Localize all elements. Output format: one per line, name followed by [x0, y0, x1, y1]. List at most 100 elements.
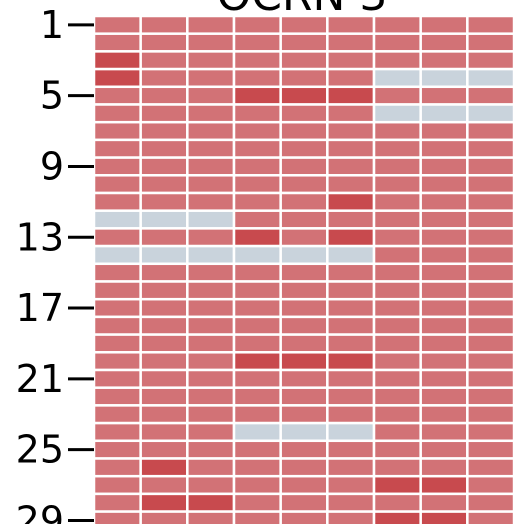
heatmap-cell	[186, 227, 236, 248]
heatmap-cell	[186, 368, 236, 389]
heatmap-cell	[419, 457, 469, 478]
heatmap-cell	[92, 120, 142, 142]
heatmap-cell	[419, 120, 469, 142]
heatmap-cell	[232, 421, 282, 443]
heatmap-cell	[279, 209, 329, 230]
heatmap-cell	[419, 174, 469, 195]
heatmap-cell	[279, 492, 329, 513]
heatmap-cell	[139, 227, 189, 248]
heatmap-cell	[326, 386, 376, 407]
heatmap-cell	[92, 85, 142, 106]
heatmap-cell	[466, 32, 516, 53]
heatmap-cell	[279, 297, 329, 319]
heatmap-cell	[92, 67, 142, 89]
heatmap-cell	[232, 14, 282, 35]
heatmap-cell	[372, 315, 422, 336]
heatmap-cell	[279, 280, 329, 301]
heatmap-cell	[279, 368, 329, 389]
heatmap-cell	[92, 386, 142, 407]
heatmap-cell	[232, 50, 282, 71]
heatmap-cell	[186, 191, 236, 212]
heatmap-cell	[139, 262, 189, 283]
heatmap-cell	[466, 50, 516, 71]
y-tick-label: 21	[16, 357, 64, 401]
heatmap-cell	[279, 315, 329, 336]
heatmap-cell	[372, 244, 422, 266]
heatmap-cell	[232, 404, 282, 425]
heatmap-cell	[419, 262, 469, 283]
heatmap-cell	[419, 138, 469, 159]
heatmap-cell	[419, 32, 469, 53]
heatmap-cell	[279, 32, 329, 53]
heatmap-cell	[139, 156, 189, 177]
heatmap-cell	[326, 103, 376, 124]
heatmap-cell	[372, 457, 422, 478]
heatmap-cell	[279, 457, 329, 478]
heatmap-cell	[139, 510, 189, 524]
heatmap-cell	[419, 386, 469, 407]
heatmap-cell	[92, 32, 142, 53]
heatmap-cell	[419, 156, 469, 177]
heatmap-cell	[92, 174, 142, 195]
heatmap-cell	[372, 85, 422, 106]
heatmap-cell	[139, 386, 189, 407]
y-tick-label: 17	[16, 286, 64, 330]
heatmap-cell	[139, 32, 189, 53]
heatmap-cell	[279, 103, 329, 124]
heatmap-cell	[372, 120, 422, 142]
heatmap-cell	[92, 262, 142, 283]
heatmap-cell	[372, 227, 422, 248]
heatmap-cell	[279, 120, 329, 142]
heatmap-cell	[326, 120, 376, 142]
heatmap-cell	[186, 351, 236, 372]
heatmap-cell	[326, 262, 376, 283]
heatmap-cell	[326, 280, 376, 301]
heatmap-cell	[279, 67, 329, 89]
heatmap-cell	[279, 333, 329, 354]
heatmap-cell	[326, 227, 376, 248]
heatmap-cell	[419, 209, 469, 230]
heatmap-cell	[186, 386, 236, 407]
y-tick-label: 13	[16, 215, 64, 259]
heatmap-cell	[139, 244, 189, 266]
heatmap-cell	[186, 120, 236, 142]
heatmap-cell	[232, 262, 282, 283]
heatmap-cell	[279, 191, 329, 212]
heatmap-cell	[232, 191, 282, 212]
heatmap-cell	[326, 156, 376, 177]
heatmap-cell	[419, 227, 469, 248]
heatmap-cell	[139, 404, 189, 425]
heatmap-cell	[139, 120, 189, 142]
heatmap-cell	[279, 85, 329, 106]
heatmap-cell	[372, 297, 422, 319]
heatmap-cell	[186, 421, 236, 443]
heatmap-cell	[186, 297, 236, 319]
heatmap-cell	[232, 280, 282, 301]
heatmap-cell	[186, 50, 236, 71]
heatmap-cell	[232, 174, 282, 195]
heatmap-cell	[466, 67, 516, 89]
heatmap-cell	[92, 209, 142, 230]
heatmap-cell	[326, 50, 376, 71]
heatmap-cell	[92, 404, 142, 425]
heatmap-cell	[419, 474, 469, 496]
heatmap-cell	[326, 67, 376, 89]
heatmap-cell	[92, 333, 142, 354]
heatmap-cell	[372, 439, 422, 460]
heatmap-cell	[466, 421, 516, 443]
heatmap-cell	[419, 404, 469, 425]
heatmap-cell	[279, 50, 329, 71]
heatmap-cell	[326, 351, 376, 372]
heatmap-cell	[232, 120, 282, 142]
heatmap-cell	[466, 14, 516, 35]
heatmap-cell	[326, 492, 376, 513]
heatmap-cell	[326, 138, 376, 159]
heatmap-cell	[466, 492, 516, 513]
heatmap-cell	[186, 492, 236, 513]
heatmap-cell	[139, 280, 189, 301]
heatmap-cell	[466, 297, 516, 319]
heatmap-cell	[372, 510, 422, 524]
heatmap-cell	[419, 492, 469, 513]
heatmap-cell	[326, 32, 376, 53]
heatmap-cell	[139, 174, 189, 195]
